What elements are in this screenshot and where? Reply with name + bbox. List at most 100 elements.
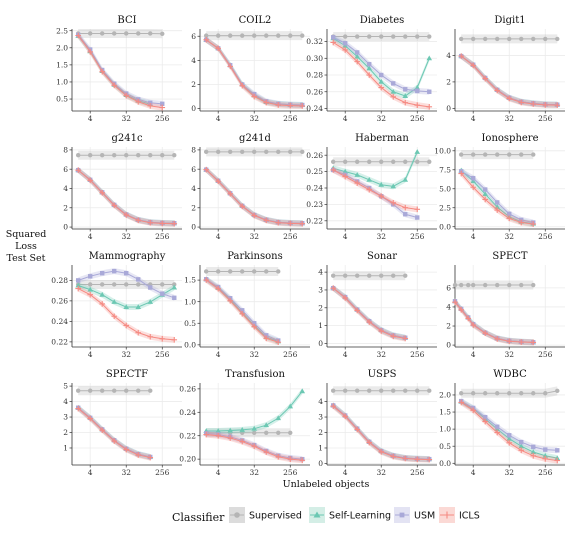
point <box>252 430 257 435</box>
x-tick-label: 256 <box>410 468 425 477</box>
point <box>87 282 93 287</box>
confidence-band <box>78 285 175 343</box>
point <box>228 149 233 155</box>
panel-title: BCI <box>117 15 136 26</box>
point <box>483 187 488 192</box>
point <box>414 84 421 90</box>
point <box>124 31 129 36</box>
point <box>136 277 141 282</box>
point <box>87 274 93 279</box>
point <box>275 339 282 346</box>
x-tick-label: 32 <box>249 232 259 241</box>
y-tick-label: 1.5 <box>439 408 451 417</box>
series-icls <box>330 285 409 342</box>
point <box>543 447 548 452</box>
point <box>530 339 537 346</box>
point <box>458 399 464 406</box>
point <box>239 203 246 210</box>
point <box>342 41 348 46</box>
point <box>427 89 432 94</box>
point <box>123 322 130 329</box>
point <box>330 388 336 393</box>
point <box>391 34 396 39</box>
y-tick-label: 0.0 <box>439 459 451 468</box>
point <box>494 429 501 436</box>
y-tick-label: 0.5 <box>56 95 68 104</box>
series-supervised <box>75 150 177 160</box>
y-tick-label: 0.5 <box>439 442 451 451</box>
point <box>483 391 488 396</box>
y-tick-label: 5.0 <box>439 184 451 193</box>
panel-title: SPECTF <box>106 369 148 380</box>
y-tick-label: 4 <box>191 184 196 193</box>
panel-wdbc: WDBC 0.0 0.5 1.0 1.5 2.0 4 32 256 <box>439 369 565 477</box>
series-self-learning <box>75 282 178 311</box>
x-tick-label: 32 <box>504 114 514 123</box>
point <box>402 455 409 462</box>
y-tick-label: 1 <box>318 444 323 453</box>
point <box>228 269 233 274</box>
y-tick-label: 4 <box>63 184 68 193</box>
point <box>391 81 396 86</box>
point <box>507 152 512 157</box>
panel-diabetes: Diabetes 0.24 0.26 0.28 0.30 0.32 4 32 256 <box>306 15 437 123</box>
series-supervised <box>75 386 153 396</box>
panel-bci: BCI 0.5 1.0 1.5 2.0 2.5 4 32 256 <box>56 15 182 123</box>
y-tick-label: 2.5 <box>56 26 68 35</box>
y-tick-label: 1.0 <box>184 297 196 306</box>
x-tick-label: 32 <box>376 232 386 241</box>
point <box>171 337 178 343</box>
y-tick-label: 0.24 <box>179 408 196 417</box>
point <box>355 34 360 39</box>
point <box>276 33 281 38</box>
confidence-band <box>461 399 558 464</box>
x-tick-label: 4 <box>88 468 93 477</box>
legend: Classifier Supervised Self-Learning USM … <box>172 507 480 524</box>
point <box>458 282 464 288</box>
panel-title: SPECT <box>492 251 528 262</box>
y-tick-label: 4 <box>446 51 451 60</box>
point <box>171 220 178 227</box>
panel-haberman: Haberman 0.22 0.23 0.24 0.25 0.26 4 32 256 <box>306 133 437 241</box>
point <box>483 152 488 157</box>
point <box>542 456 549 462</box>
point <box>366 65 373 71</box>
point <box>470 322 476 328</box>
y-tick-label: 0.0 <box>439 222 451 231</box>
point <box>159 336 166 342</box>
y-tick-label: 4 <box>191 56 196 65</box>
y-tick-label: 3 <box>318 286 323 295</box>
series-line <box>77 35 163 109</box>
point <box>276 149 281 155</box>
x-tick-label: 4 <box>343 232 348 241</box>
panel-title: USPS <box>368 369 397 380</box>
y-tick-label: 6 <box>63 165 68 174</box>
point <box>458 53 464 59</box>
point <box>355 273 360 278</box>
x-tick-label: 4 <box>343 350 348 359</box>
point <box>355 388 360 393</box>
point <box>276 430 281 435</box>
point <box>148 285 153 290</box>
point <box>403 159 408 164</box>
x-tick-label: 32 <box>249 350 259 359</box>
point <box>263 217 270 224</box>
point <box>354 180 361 186</box>
point <box>227 435 234 441</box>
point <box>482 418 489 425</box>
point <box>367 61 372 67</box>
y-tick-label: 0 <box>318 339 323 348</box>
y-tick-label: 6 <box>191 165 196 174</box>
point <box>342 34 348 39</box>
x-tick-label: 4 <box>88 114 93 123</box>
point <box>100 31 105 36</box>
point <box>378 328 385 334</box>
x-tick-label: 4 <box>88 232 93 241</box>
point <box>426 456 433 463</box>
x-tick-label: 256 <box>155 468 170 477</box>
point <box>367 273 372 278</box>
point <box>215 285 221 292</box>
point <box>414 456 421 463</box>
x-tick-label: 256 <box>155 114 170 123</box>
point <box>276 269 281 274</box>
